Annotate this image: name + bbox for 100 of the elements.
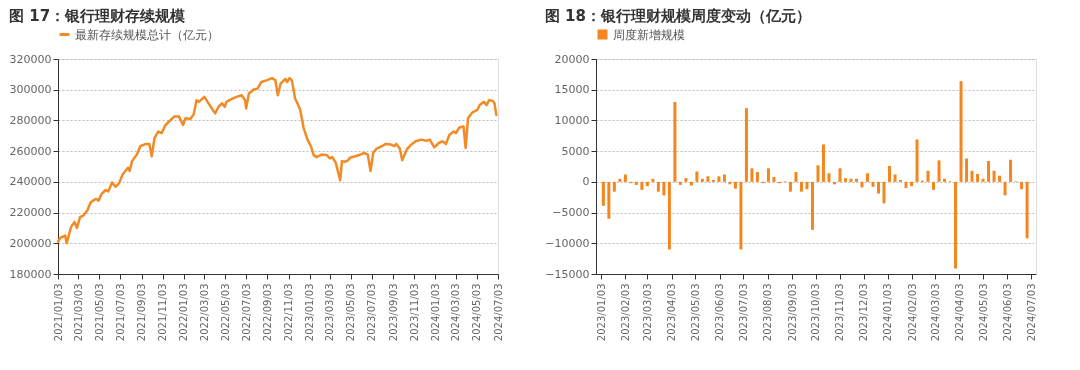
bar [744, 108, 748, 182]
x-tick-label: 2024/01/03 [882, 283, 894, 342]
x-tick-label: 2024/04/03 [953, 283, 965, 342]
y-tick-label: 320000 [9, 52, 52, 66]
y-tick-label: 300000 [9, 83, 52, 97]
bar [932, 181, 936, 190]
bar [607, 181, 611, 219]
bar [926, 170, 930, 182]
x-tick-label: 2023/12/03 [858, 283, 870, 342]
x-tick-label: 2023/01/03 [595, 283, 607, 342]
bar [805, 181, 809, 190]
x-tick-label: 2021/03/03 [72, 283, 84, 342]
bar [965, 158, 969, 182]
bar [673, 102, 677, 182]
bar [810, 181, 814, 230]
x-tick-label: 2023/07/03 [737, 283, 749, 342]
chart-title: 图 17：银行理财存续规模 [9, 7, 187, 25]
bar [981, 178, 985, 182]
bar [733, 181, 737, 189]
x-tick-label: 2022/01/03 [178, 283, 190, 342]
x-tick-label: 2023/07/03 [366, 283, 378, 342]
x-tick-label: 2021/01/03 [52, 283, 64, 342]
bar [1009, 159, 1013, 182]
x-tick-label: 2023/02/03 [619, 283, 631, 342]
y-tick-label: 220000 [9, 206, 52, 220]
bar [854, 178, 858, 182]
bar [893, 174, 897, 182]
bar [877, 181, 880, 194]
x-tick-label: 2024/03/03 [450, 283, 462, 342]
x-tick-label: 2023/04/03 [666, 283, 678, 342]
x-tick-label: 2024/02/03 [906, 283, 918, 342]
bar [678, 181, 682, 185]
bar [755, 172, 759, 182]
legend-label: 最新存续规模总计（亿元） [75, 27, 219, 42]
bar [959, 81, 963, 182]
bar [998, 175, 1002, 182]
bar [976, 173, 980, 182]
x-tick-label: 2024/05/03 [471, 283, 483, 342]
bar [722, 174, 726, 182]
y-tick-label: 260000 [9, 144, 52, 158]
x-tick-label: 2024/06/03 [1001, 283, 1013, 342]
bar [1020, 181, 1024, 190]
bar [871, 181, 875, 187]
bar [1003, 181, 1007, 196]
y-tick-label: 180000 [9, 267, 52, 281]
x-tick-label: 2023/05/03 [345, 283, 357, 342]
x-tick-label: 2024/03/03 [929, 283, 941, 342]
y-tick-label: 0 [582, 175, 590, 189]
x-tick-label: 2023/03/03 [641, 283, 653, 342]
x-tick-label: 2023/06/03 [714, 283, 726, 342]
bar [750, 168, 754, 182]
bar [766, 168, 770, 182]
x-tick-label: 2024/07/03 [1025, 283, 1037, 342]
chart-title: 图 18：银行理财规模周度变动（亿元） [544, 7, 811, 25]
bar [618, 178, 622, 182]
bar [865, 173, 869, 182]
bar [954, 181, 958, 269]
x-tick-label: 2023/08/03 [762, 283, 774, 342]
bar [651, 178, 655, 182]
bar [634, 181, 638, 185]
x-tick-label: 2023/09/03 [387, 283, 399, 342]
x-tick-label: 2021/11/03 [157, 283, 169, 342]
bar [684, 178, 688, 182]
bar [821, 144, 825, 182]
x-tick-label: 2023/01/03 [304, 283, 316, 342]
y-tick-label: 280000 [9, 113, 52, 127]
bar [838, 168, 842, 182]
bar [910, 181, 914, 187]
bar [640, 181, 644, 190]
y-tick-label: 5000 [561, 144, 590, 158]
bar [706, 176, 710, 182]
bar [799, 181, 803, 192]
bar [888, 165, 891, 182]
x-tick-label: 2022/09/03 [261, 283, 273, 342]
x-tick-label: 2022/03/03 [198, 283, 210, 342]
bar [717, 176, 721, 182]
bar [695, 171, 699, 182]
bar [788, 181, 792, 192]
bar [601, 181, 605, 206]
bar [662, 181, 666, 196]
bar [992, 170, 996, 182]
y-tick-label: 200000 [9, 236, 52, 250]
bar [843, 178, 847, 182]
x-tick-label: 2021/05/03 [93, 283, 105, 342]
x-tick-label: 2023/10/03 [810, 283, 822, 342]
x-tick-label: 2022/07/03 [240, 283, 252, 342]
x-tick-label: 2023/11/03 [834, 283, 846, 342]
x-tick-label: 2022/11/03 [283, 283, 295, 342]
y-tick-label: −15000 [545, 267, 590, 281]
bar [970, 170, 974, 182]
bar [937, 160, 941, 182]
bar [689, 181, 693, 186]
y-tick-label: −10000 [545, 236, 590, 250]
bar [667, 181, 671, 250]
bar [915, 139, 919, 182]
x-tick-label: 2022/05/03 [219, 283, 231, 342]
x-tick-label: 2021/07/03 [114, 283, 126, 342]
bar [794, 172, 798, 182]
bar [849, 178, 853, 182]
bar [987, 160, 991, 182]
